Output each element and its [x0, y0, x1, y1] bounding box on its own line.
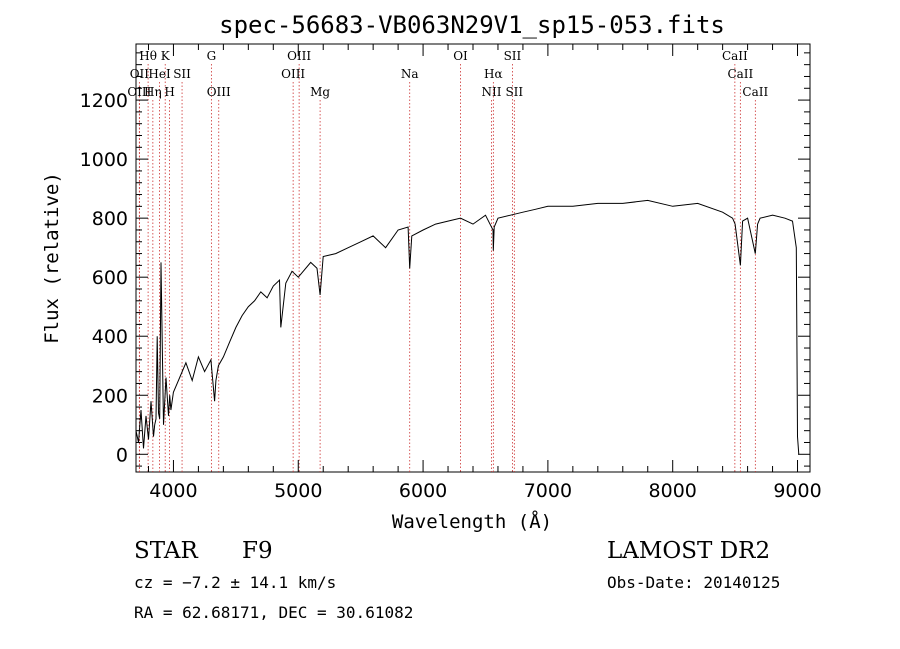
line-marker-label: Hθ: [139, 49, 157, 63]
line-marker-label: HeI: [148, 67, 171, 81]
line-marker-label: CaII: [722, 49, 748, 63]
x-tick-label: 4000: [149, 480, 197, 502]
y-axis-title: Flux (relative): [41, 172, 63, 344]
plot-frame: [135, 43, 811, 473]
obs-date-text: Obs-Date: 20140125: [607, 573, 781, 592]
x-tick-label: 6000: [399, 480, 447, 502]
axis-ticks: 4000 5000 6000 7000 8000 9000 0 200 400 600 800 100…: [80, 44, 822, 502]
y-tick-label: 800: [92, 208, 128, 230]
line-marker-label: Hα: [484, 67, 503, 81]
line-marker-label: SII: [173, 67, 191, 81]
y-tick-label: 600: [92, 267, 128, 289]
survey-name: LAMOST DR2: [607, 538, 771, 564]
y-tick-label: 1200: [80, 90, 128, 112]
line-marker-label: NII: [481, 85, 501, 99]
line-marker-label: OIII: [287, 49, 311, 63]
line-marker-label: H: [164, 85, 174, 99]
line-marker-label: CaII: [727, 67, 753, 81]
x-tick-label: 8000: [649, 480, 697, 502]
x-tick-label: 5000: [274, 480, 322, 502]
redshift-text: cz = −7.2 ± 14.1 km/s: [134, 573, 337, 592]
coordinates-text: RA = 62.68171, DEC = 30.61082: [134, 603, 414, 622]
x-axis-title: Wavelength (Å): [392, 510, 552, 533]
line-marker-label: Hη: [144, 85, 162, 99]
line-marker-label: Na: [401, 67, 419, 81]
object-class: STAR: [134, 538, 198, 564]
line-marker-label: OII: [130, 67, 150, 81]
line-marker-label: OIII: [207, 85, 231, 99]
y-tick-label: 1000: [80, 149, 128, 171]
x-tick-label: 9000: [773, 480, 821, 502]
y-tick-label: 0: [116, 444, 128, 466]
line-marker-label: Mg: [310, 85, 330, 99]
emission-line-markers: Hθ OII OIII K HeI Hη SII H G OIII OIII OIII Mg Na OI Hα…: [127, 49, 768, 472]
chart-title: spec-56683-VB063N29V1_sp15-053.fits: [219, 11, 725, 39]
spectrum-line: [135, 199, 800, 455]
line-marker-label: OIII: [281, 67, 305, 81]
object-subclass: F9: [242, 538, 273, 564]
line-marker-label: OIII: [127, 85, 151, 99]
x-tick-label: 7000: [524, 480, 572, 502]
line-marker-label: OI: [453, 49, 468, 63]
line-marker-label: G: [207, 49, 217, 63]
y-tick-label: 400: [92, 326, 128, 348]
y-tick-label: 200: [92, 385, 128, 407]
line-marker-label: CaII: [742, 85, 768, 99]
line-marker-label: K: [161, 49, 171, 63]
line-marker-label: SII: [505, 85, 523, 99]
line-marker-label: SII: [504, 49, 522, 63]
